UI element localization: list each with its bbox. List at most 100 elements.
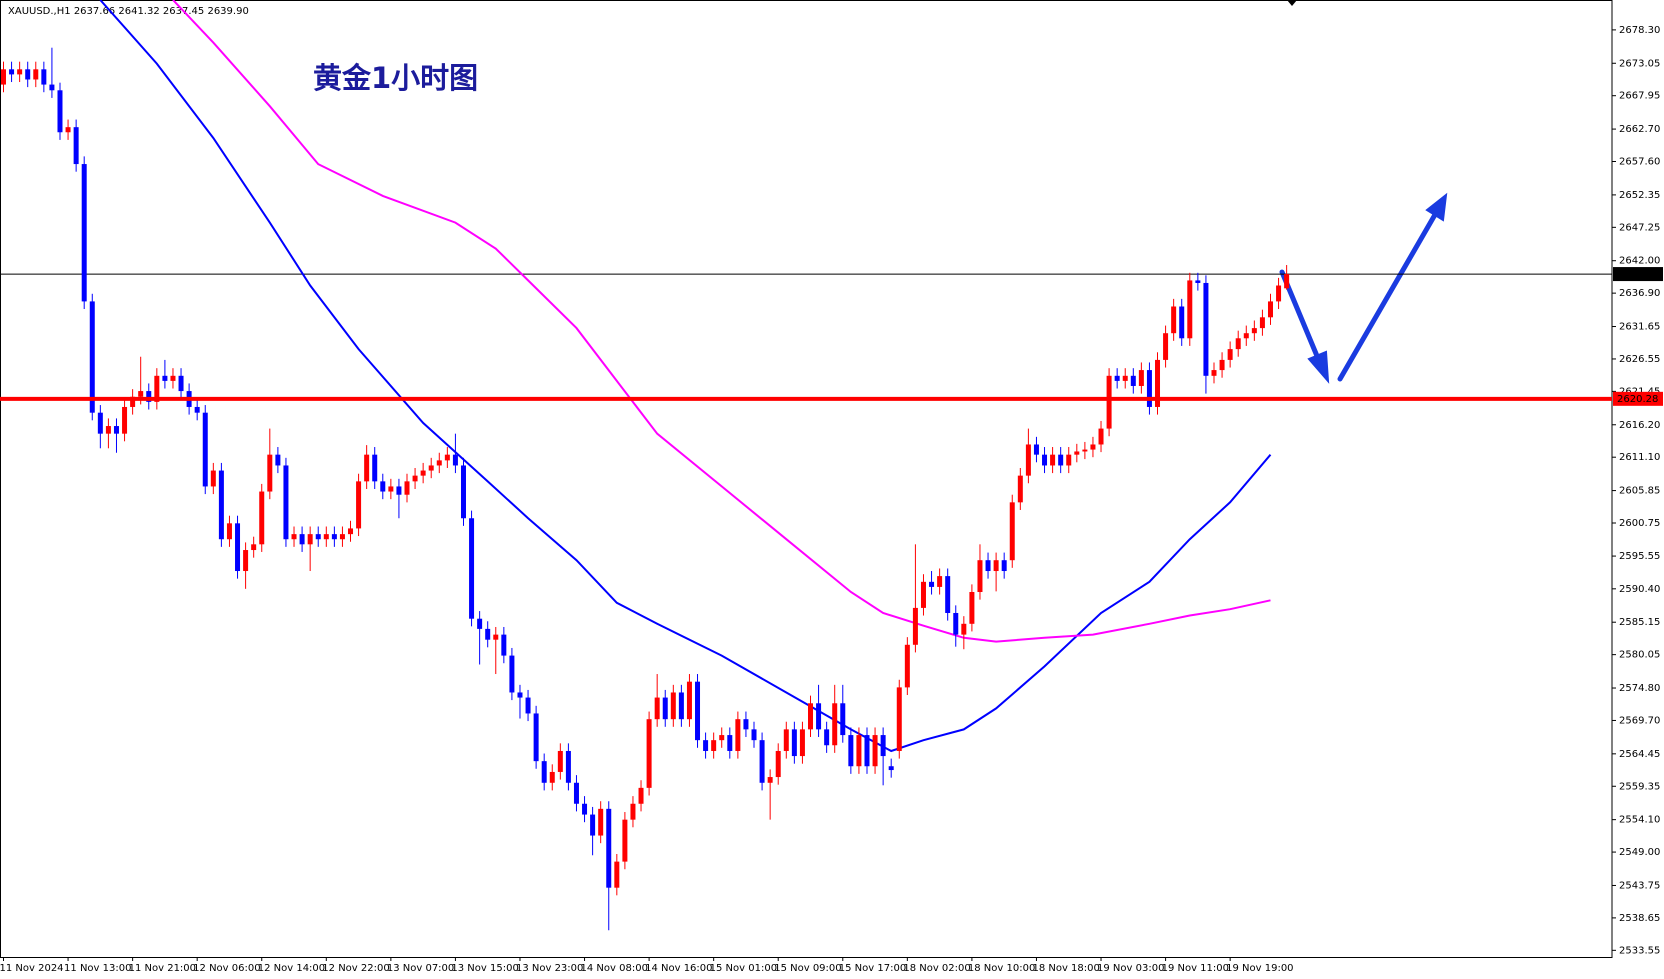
candle-body: [307, 534, 313, 545]
candle-body: [686, 681, 692, 720]
candle: [1227, 341, 1233, 368]
candle-body: [840, 703, 846, 736]
candle-body: [25, 69, 31, 80]
candle-body: [9, 69, 15, 75]
symbol: XAUUSD.,H1: [8, 6, 71, 17]
candle: [307, 526, 313, 572]
y-tick-label: 2616.20: [1619, 420, 1660, 431]
candle-body: [678, 692, 684, 720]
candle: [533, 705, 539, 769]
candle: [565, 743, 571, 791]
candle: [81, 156, 87, 310]
candle: [783, 721, 789, 759]
candle-body: [460, 465, 466, 519]
candle-body: [719, 735, 725, 741]
candle: [348, 520, 354, 542]
y-tick-label: 2642.00: [1619, 256, 1660, 267]
candle: [824, 721, 830, 753]
candle-body: [808, 703, 813, 730]
candle-body: [81, 164, 87, 302]
candle-body: [1033, 444, 1039, 455]
candle-body: [73, 127, 79, 165]
candle-body: [1090, 444, 1096, 450]
candle: [154, 368, 160, 410]
candle: [799, 721, 805, 764]
candle: [412, 468, 418, 489]
candle: [323, 526, 329, 547]
candle: [89, 293, 95, 421]
candle: [977, 544, 983, 600]
candle: [791, 721, 797, 764]
candle: [113, 418, 119, 453]
candle-body: [541, 761, 547, 783]
candle-body: [428, 465, 434, 471]
candle: [880, 727, 886, 786]
candle-body: [1098, 428, 1104, 445]
candle: [1058, 447, 1064, 474]
candle: [953, 605, 959, 647]
candle-body: [767, 777, 773, 783]
x-tick-label: 15 Nov 09:00: [774, 963, 841, 974]
x-tick-label: 11 Nov 13:00: [64, 963, 131, 974]
candle-body: [985, 560, 991, 572]
candle-body: [953, 612, 959, 635]
candle-body: [412, 475, 418, 482]
y-tick-label: 2662.70: [1619, 124, 1660, 135]
candle: [1, 61, 6, 93]
candle: [614, 853, 620, 896]
candle-body: [799, 729, 805, 757]
candle: [557, 743, 563, 780]
candle: [339, 526, 345, 547]
y-tick-label: 2657.60: [1619, 157, 1660, 168]
candle: [404, 473, 410, 503]
candle-body: [549, 771, 555, 783]
plot-frame: [0, 0, 1613, 958]
x-tick-label: 14 Nov 16:00: [645, 963, 712, 974]
candle: [1211, 362, 1217, 384]
candle-body: [420, 470, 426, 476]
candle: [130, 389, 136, 415]
candle: [259, 483, 265, 552]
candle-body: [1066, 454, 1072, 466]
moving-average: [99, 0, 1272, 753]
candle-body: [452, 454, 458, 466]
candle: [630, 796, 636, 828]
arrow-head: [1425, 192, 1448, 222]
candle-body: [1267, 301, 1273, 318]
y-tick-label: 2564.45: [1619, 749, 1660, 760]
candle-body: [315, 534, 321, 540]
candle: [598, 801, 604, 844]
arrow-up: [1337, 203, 1443, 382]
y-tick-label: 2636.90: [1619, 288, 1660, 299]
candle: [251, 536, 257, 558]
candle: [460, 457, 466, 526]
candle-body: [937, 576, 943, 587]
candle-body: [1235, 338, 1241, 350]
candle: [122, 399, 128, 442]
candle-body: [444, 454, 450, 461]
candle-body: [654, 697, 660, 720]
candle: [275, 447, 281, 474]
candle: [428, 457, 434, 479]
candle-body: [1155, 359, 1161, 407]
candle: [848, 727, 854, 774]
candle: [695, 674, 701, 748]
candle: [840, 684, 846, 743]
x-tick-label: 18 Nov 02:00: [903, 963, 970, 974]
candle-body: [113, 426, 119, 434]
candle: [1259, 309, 1265, 336]
x-tick-label: 18 Nov 10:00: [968, 963, 1035, 974]
candle: [356, 473, 362, 537]
forecast-arrows: [1279, 192, 1448, 384]
candle: [703, 732, 709, 759]
candle: [686, 674, 692, 727]
candle-body: [146, 391, 152, 402]
candle-body: [598, 808, 604, 836]
candle-body: [1163, 333, 1169, 360]
candle-body: [969, 592, 975, 624]
candle: [146, 383, 152, 410]
candle: [501, 626, 507, 664]
candle-body: [1179, 306, 1185, 339]
candle-body: [162, 375, 168, 381]
